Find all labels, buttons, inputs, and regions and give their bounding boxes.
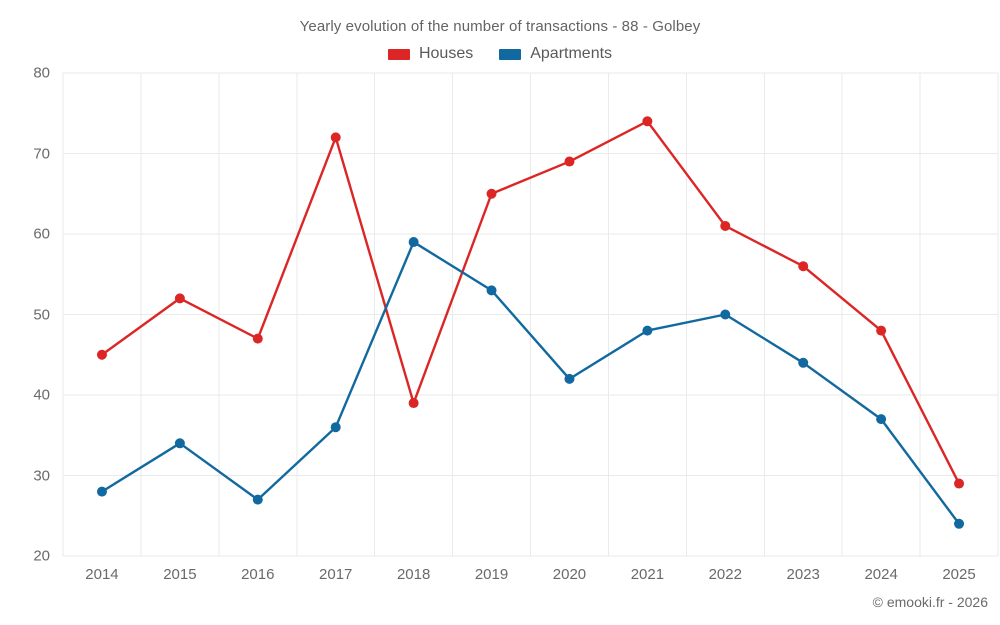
series-line-houses bbox=[100, 120, 961, 485]
copyright-notice: © emooki.fr - 2026 bbox=[872, 594, 988, 610]
x-axis-tick-label-2019: 2019 bbox=[474, 566, 509, 583]
data-point-apartments-2016[interactable] bbox=[252, 494, 263, 505]
data-point-houses-2023[interactable] bbox=[798, 261, 809, 272]
data-point-houses-2018[interactable] bbox=[408, 398, 419, 409]
x-axis-tick-label-2023: 2023 bbox=[786, 566, 820, 583]
legend-label-houses: Houses bbox=[418, 45, 474, 62]
x-axis-tick-label-2021: 2021 bbox=[630, 566, 665, 583]
data-point-houses-2019[interactable] bbox=[486, 188, 497, 199]
x-axis-tick-label-2015: 2015 bbox=[163, 566, 197, 583]
x-axis-tick-label-2014: 2014 bbox=[85, 566, 119, 583]
legend-item-houses[interactable]: Houses bbox=[387, 45, 474, 63]
chart-legend: Houses Apartments bbox=[0, 45, 1000, 63]
data-point-houses-2014[interactable] bbox=[96, 349, 107, 360]
data-point-apartments-2024[interactable] bbox=[876, 414, 887, 425]
data-point-houses-2022[interactable] bbox=[720, 220, 731, 231]
data-point-houses-2021[interactable] bbox=[642, 116, 653, 127]
x-axis-tick-label-2024: 2024 bbox=[864, 566, 898, 583]
data-point-apartments-2021[interactable] bbox=[642, 325, 653, 336]
legend-label-apartments: Apartments bbox=[530, 45, 613, 62]
data-point-houses-2015[interactable] bbox=[174, 293, 185, 304]
data-point-houses-2017[interactable] bbox=[330, 132, 341, 143]
x-axis-tick-label-2017: 2017 bbox=[319, 566, 353, 583]
chart-title: Yearly evolution of the number of transa… bbox=[299, 18, 701, 35]
data-point-apartments-2022[interactable] bbox=[720, 309, 731, 320]
data-point-apartments-2017[interactable] bbox=[330, 422, 341, 433]
data-point-apartments-2015[interactable] bbox=[174, 438, 185, 449]
data-point-houses-2024[interactable] bbox=[876, 325, 887, 336]
data-point-apartments-2020[interactable] bbox=[564, 373, 575, 384]
series-line-apartments bbox=[100, 240, 961, 525]
x-axis-tick-label-2022: 2022 bbox=[708, 566, 742, 583]
data-point-apartments-2018[interactable] bbox=[408, 237, 419, 248]
legend-swatch-houses bbox=[387, 48, 410, 60]
data-point-houses-2020[interactable] bbox=[564, 156, 575, 167]
x-axis-tick-label-2016: 2016 bbox=[241, 566, 275, 583]
x-axis-tick-label-2018: 2018 bbox=[396, 566, 431, 583]
x-axis-tick-label-2025: 2025 bbox=[942, 566, 976, 583]
data-point-houses-2016[interactable] bbox=[252, 333, 263, 344]
data-point-houses-2025[interactable] bbox=[954, 478, 965, 489]
data-point-apartments-2014[interactable] bbox=[96, 486, 107, 497]
data-point-apartments-2025[interactable] bbox=[954, 518, 965, 529]
legend-item-apartments[interactable]: Apartments bbox=[499, 45, 612, 63]
data-point-apartments-2023[interactable] bbox=[798, 357, 809, 368]
x-axis-tick-label-2020: 2020 bbox=[552, 566, 587, 583]
legend-swatch-apartments bbox=[499, 48, 522, 60]
data-point-apartments-2019[interactable] bbox=[486, 285, 497, 296]
